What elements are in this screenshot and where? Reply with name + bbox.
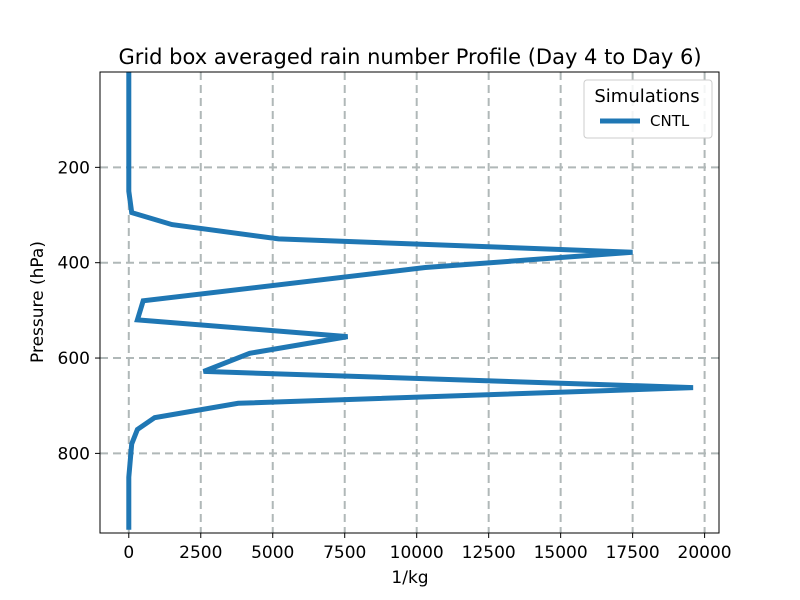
y-axis-label: Pressure (hPa): [28, 241, 48, 363]
x-tick-label: 5000: [251, 543, 294, 563]
x-tick-label: 12500: [462, 543, 516, 563]
y-tick-label: 800: [58, 444, 90, 464]
grid-lines: [100, 72, 719, 533]
plot-frame: [99, 71, 720, 534]
y-tick-label: 600: [58, 349, 90, 369]
x-tick-label: 20000: [678, 543, 732, 563]
legend-title: Simulations: [594, 86, 699, 107]
x-tick-label: 0: [123, 543, 134, 563]
x-tick-label: 2500: [179, 543, 222, 563]
x-tick-label: 10000: [390, 543, 444, 563]
y-axis-ticks: 200 400 600 800: [58, 158, 100, 464]
x-axis-label: 1/kg: [391, 568, 428, 588]
x-tick-label: 7500: [323, 543, 366, 563]
series-line-cntl: [126, 72, 694, 530]
x-axis-ticks: 0 2500 5000 7500 10000 12500 15000 17500 20000: [123, 533, 732, 563]
x-tick-label: 17500: [606, 543, 660, 563]
legend-entry-cntl: CNTL: [650, 112, 690, 130]
y-tick-label: 200: [58, 158, 90, 178]
y-tick-label: 400: [58, 254, 90, 274]
x-tick-label: 15000: [534, 543, 588, 563]
chart-title: Grid box averaged rain number Profile (D…: [118, 45, 701, 69]
legend: Simulations CNTL: [583, 79, 713, 139]
